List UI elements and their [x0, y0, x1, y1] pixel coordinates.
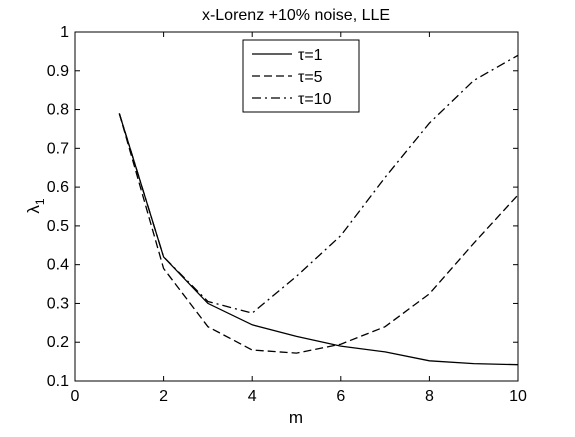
- axis-ticks: 0 2 4 6 8 10 0.1 0.2 0.3 0.4 0.5 0.6 0.7 0.8 0.9 1: [47, 24, 527, 405]
- y-tick-label: 0.4: [47, 257, 69, 274]
- y-tick-label: 0.7: [47, 140, 69, 157]
- y-tick-label: 0.3: [47, 295, 69, 312]
- y-tick-label: 1: [60, 24, 69, 41]
- series-line-3: [118, 54, 519, 314]
- chart-title: x-Lorenz +10% noise, LLE: [202, 7, 390, 24]
- legend-label-3: τ=10: [298, 91, 332, 108]
- y-tick-label: 0.6: [47, 179, 69, 196]
- series-lines: [118, 54, 519, 366]
- y-tick-label: 0.9: [47, 63, 69, 80]
- series-line-2: [118, 113, 519, 354]
- x-tick-label: 0: [71, 388, 80, 405]
- x-axis-label: m: [289, 408, 303, 427]
- y-tick-label: 0.5: [47, 218, 69, 235]
- y-tick-label: 0.2: [47, 334, 69, 351]
- y-axis-label-main: λ: [24, 205, 43, 214]
- y-axis-label-subscript: 1: [33, 198, 47, 205]
- x-tick-label: 6: [336, 388, 345, 405]
- series-line-1: [118, 113, 519, 366]
- x-tick-label: 8: [425, 388, 434, 405]
- y-tick-label: 0.8: [47, 102, 69, 119]
- legend-box: [242, 39, 360, 113]
- y-axis-label: λ1: [24, 198, 47, 214]
- x-tick-label: 4: [248, 388, 257, 405]
- legend: τ=1 τ=5 τ=10: [242, 39, 360, 113]
- legend-label-1: τ=1: [298, 47, 323, 64]
- legend-label-2: τ=5: [298, 69, 323, 86]
- y-tick-label: 0.1: [47, 373, 69, 390]
- x-tick-label: 2: [159, 388, 168, 405]
- x-tick-label: 10: [509, 388, 527, 405]
